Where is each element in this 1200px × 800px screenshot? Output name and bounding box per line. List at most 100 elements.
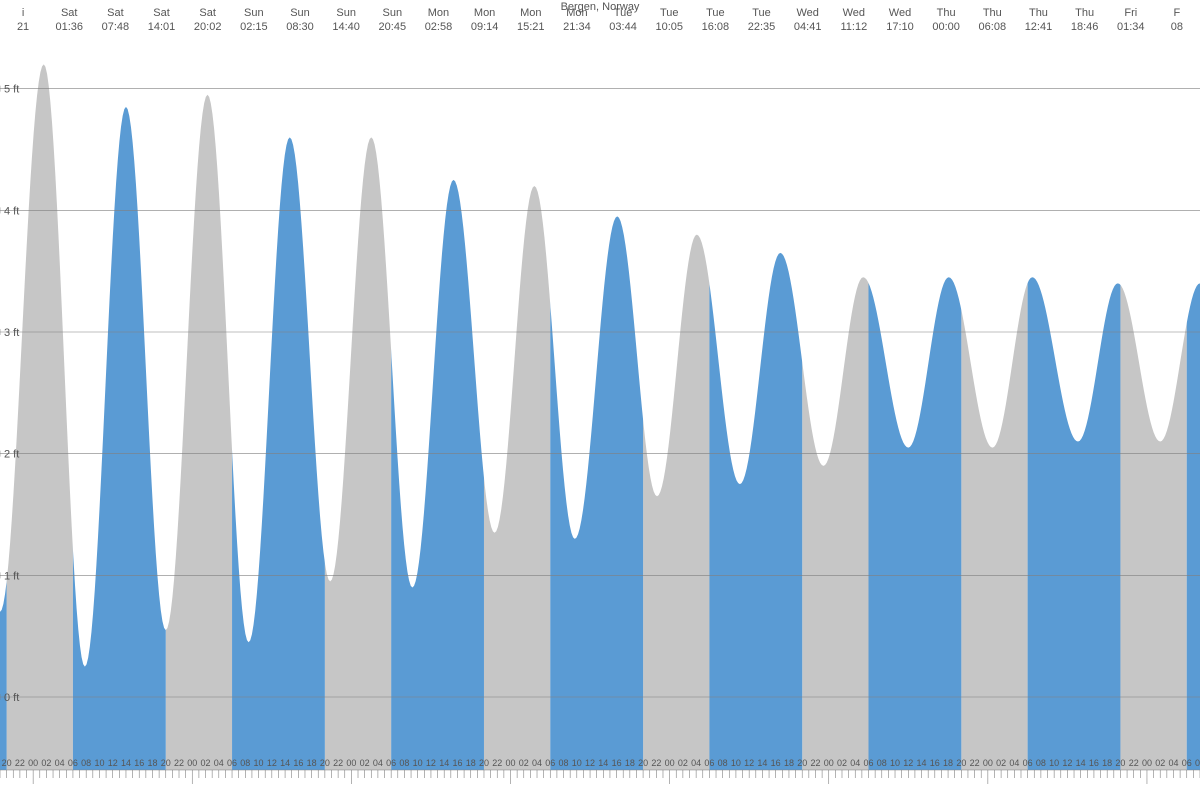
top-label-time: 09:14 xyxy=(471,21,499,33)
y-axis-label: 1 ft xyxy=(4,570,19,582)
y-axis-label: 0 ft xyxy=(4,692,19,704)
tide-chart: 0 ft1 ft2 ft3 ft4 ft5 ft2022000204060810… xyxy=(0,0,1200,800)
y-axis-label: 3 ft xyxy=(4,327,19,339)
x-hour-label: 14 xyxy=(280,758,290,768)
top-label-time: 14:01 xyxy=(148,21,176,33)
x-hour-label: 08 xyxy=(399,758,409,768)
x-hour-label: 20 xyxy=(479,758,489,768)
x-hour-label: 14 xyxy=(1076,758,1086,768)
x-hour-label: 08 xyxy=(240,758,250,768)
top-label-time: 00:00 xyxy=(932,21,960,33)
x-hour-label: 18 xyxy=(1102,758,1112,768)
x-hour-label: 06 xyxy=(386,758,396,768)
top-label-time: 16:08 xyxy=(702,21,730,33)
x-hour-label: 10 xyxy=(254,758,264,768)
x-hour-label: 22 xyxy=(15,758,25,768)
top-label-day: Sun xyxy=(244,7,264,19)
x-hour-label: 08 xyxy=(1195,758,1200,768)
x-hour-label: 22 xyxy=(333,758,343,768)
x-hour-label: 04 xyxy=(691,758,701,768)
top-label-time: 06:08 xyxy=(979,21,1007,33)
x-hour-label: 08 xyxy=(559,758,569,768)
x-hour-label: 04 xyxy=(532,758,542,768)
x-hour-label: 00 xyxy=(983,758,993,768)
top-label-day: Tue xyxy=(752,7,771,19)
x-hour-label: 10 xyxy=(890,758,900,768)
x-hour-label: 14 xyxy=(757,758,767,768)
top-label-day: Tue xyxy=(660,7,679,19)
top-label-day: Thu xyxy=(1029,7,1048,19)
x-hour-label: 18 xyxy=(625,758,635,768)
x-hour-label: 10 xyxy=(572,758,582,768)
top-label-time: 20:45 xyxy=(379,21,407,33)
x-hour-label: 16 xyxy=(134,758,144,768)
x-hour-label: 18 xyxy=(784,758,794,768)
top-label-day: Sat xyxy=(153,7,170,19)
x-hour-label: 00 xyxy=(665,758,675,768)
y-axis-label: 5 ft xyxy=(4,84,19,96)
top-label-day: Thu xyxy=(983,7,1002,19)
x-hour-label: 22 xyxy=(970,758,980,768)
top-label-day: Tue xyxy=(706,7,725,19)
x-hour-label: 08 xyxy=(718,758,728,768)
x-hour-label: 14 xyxy=(598,758,608,768)
top-label-time: 08:30 xyxy=(286,21,314,33)
top-label-time: 04:41 xyxy=(794,21,822,33)
top-label-time: 14:40 xyxy=(332,21,360,33)
x-hour-label: 20 xyxy=(1115,758,1125,768)
top-label-time: 08 xyxy=(1171,21,1183,33)
x-hour-label: 04 xyxy=(1009,758,1019,768)
top-label-time: 18:46 xyxy=(1071,21,1099,33)
x-hour-label: 10 xyxy=(731,758,741,768)
x-hour-label: 16 xyxy=(1089,758,1099,768)
top-label-time: 22:35 xyxy=(748,21,776,33)
x-hour-label: 12 xyxy=(267,758,277,768)
x-hour-label: 14 xyxy=(917,758,927,768)
x-hour-label: 06 xyxy=(545,758,555,768)
x-hour-label: 00 xyxy=(1142,758,1152,768)
top-label-time: 17:10 xyxy=(886,21,914,33)
x-hour-label: 10 xyxy=(94,758,104,768)
top-label-day: Mon xyxy=(474,7,495,19)
top-label-time: 21:34 xyxy=(563,21,591,33)
x-hour-label: 20 xyxy=(2,758,12,768)
x-hour-label: 02 xyxy=(678,758,688,768)
top-label-time: 15:21 xyxy=(517,21,545,33)
x-hour-label: 16 xyxy=(771,758,781,768)
chart-title: Bergen, Norway xyxy=(561,1,640,13)
top-label-day: F xyxy=(1174,7,1181,19)
x-hour-label: 02 xyxy=(201,758,211,768)
x-hour-label: 16 xyxy=(452,758,462,768)
top-label-day: Sat xyxy=(61,7,78,19)
x-hour-label: 02 xyxy=(519,758,529,768)
top-label-day: Sun xyxy=(290,7,310,19)
x-hour-label: 12 xyxy=(585,758,595,768)
x-hour-label: 22 xyxy=(174,758,184,768)
top-label-time: 12:41 xyxy=(1025,21,1053,33)
x-hour-label: 18 xyxy=(307,758,317,768)
top-label-time: 07:48 xyxy=(102,21,130,33)
x-hour-label: 12 xyxy=(426,758,436,768)
x-hour-label: 12 xyxy=(744,758,754,768)
x-hour-label: 22 xyxy=(1129,758,1139,768)
top-label-time: 01:36 xyxy=(55,21,83,33)
x-hour-label: 10 xyxy=(1049,758,1059,768)
top-label-time: 01:34 xyxy=(1117,21,1145,33)
x-hour-label: 16 xyxy=(293,758,303,768)
x-hour-label: 12 xyxy=(1062,758,1072,768)
top-label-time: 21 xyxy=(17,21,29,33)
x-hour-label: 08 xyxy=(1036,758,1046,768)
top-label-day: Wed xyxy=(843,7,865,19)
top-label-day: Sat xyxy=(199,7,216,19)
x-hour-label: 20 xyxy=(797,758,807,768)
x-hour-label: 04 xyxy=(850,758,860,768)
top-label-day: i xyxy=(22,7,24,19)
x-hour-label: 06 xyxy=(227,758,237,768)
x-hour-label: 02 xyxy=(360,758,370,768)
x-hour-label: 20 xyxy=(956,758,966,768)
x-hour-label: 00 xyxy=(824,758,834,768)
x-hour-label: 18 xyxy=(943,758,953,768)
top-label-time: 10:05 xyxy=(655,21,683,33)
x-hour-label: 00 xyxy=(187,758,197,768)
x-hour-label: 14 xyxy=(439,758,449,768)
